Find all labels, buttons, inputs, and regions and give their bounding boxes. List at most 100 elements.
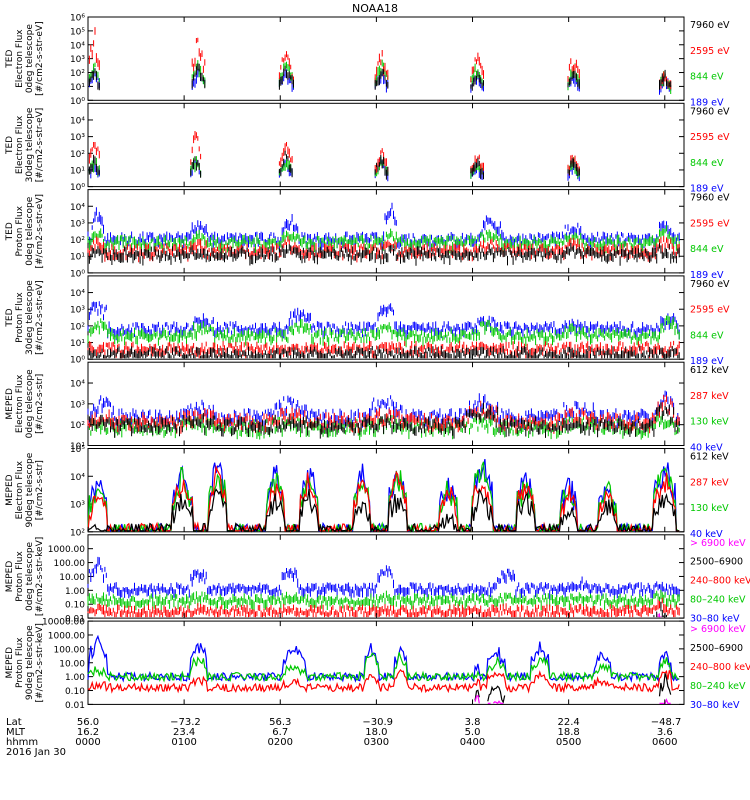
- panel-ted-proton-0deg: 10⁰ 10¹ 10² 10³ 10⁴ TED Proton Flux 0deg telesc…: [5, 189, 730, 281]
- y-axis-label: MEPED: [5, 647, 15, 679]
- y-tick-label: 10¹: [70, 83, 85, 93]
- footer-lat-value: −30.9: [362, 717, 394, 728]
- y-tick-label: 10³: [70, 219, 85, 229]
- y-axis-label: 0deg telescope: [25, 196, 35, 266]
- footer-hhmm-value: 0100: [171, 737, 197, 748]
- y-tick-label: 1000.00: [48, 545, 85, 555]
- y-tick-label: 10⁰: [70, 356, 85, 366]
- legend-entry: 80–240 keV: [690, 595, 746, 606]
- y-axis-label: Electron Flux: [15, 374, 25, 433]
- legend-entry: 2595 eV: [690, 46, 730, 57]
- footer-lat-value: 3.8: [464, 717, 481, 728]
- y-axis-label: Proton Flux: [15, 637, 25, 688]
- y-tick-label: 1.00: [65, 673, 85, 683]
- legend-entry: > 6900 keV: [690, 624, 746, 635]
- y-axis-label: Proton Flux: [15, 292, 25, 343]
- series-spikes: [88, 131, 580, 176]
- panel-frame: [87, 448, 685, 533]
- footer-hhmm-value: 0600: [652, 737, 678, 748]
- y-axis-label: Electron Flux: [15, 29, 25, 88]
- legend-entry: > 6900 keV: [690, 538, 746, 549]
- series-line: [87, 668, 680, 694]
- series-spikes: [87, 242, 680, 266]
- y-tick-label: 10²: [70, 322, 85, 332]
- series-spikes: [87, 597, 680, 618]
- y-tick-label: 10⁰: [70, 269, 85, 279]
- series-spikes: [476, 613, 662, 618]
- footer-label-mlt: MLT: [6, 727, 25, 738]
- series-spikes: [88, 59, 672, 94]
- y-tick-label: 10³: [70, 306, 85, 316]
- y-tick-label: 10²: [70, 528, 85, 538]
- y-tick-label: 10⁴: [70, 41, 85, 51]
- y-axis-label: 0deg telescope: [25, 369, 35, 439]
- series-spikes: [87, 590, 680, 612]
- series-spikes: [88, 63, 672, 91]
- y-axis-label: MEPED: [5, 561, 15, 593]
- footer-hhmm-value: 0000: [75, 737, 101, 748]
- y-axis-label: Proton Flux: [15, 550, 25, 601]
- y-axis-label: 90deg telescope: [25, 452, 35, 527]
- y-axis-label: [#/cm2-s-str-eV]: [35, 21, 45, 96]
- y-tick-label: 0.10: [65, 601, 85, 611]
- footer-lat-value: −48.7: [650, 717, 682, 728]
- y-tick-label: 10⁴: [70, 473, 85, 483]
- panel-meped-electron-0deg: 10¹ 10² 10³ 10⁴ MEPED Electron Flux 0deg teles…: [5, 361, 729, 454]
- legend-entry: 130 keV: [690, 417, 729, 428]
- y-tick-label: 10⁴: [70, 203, 85, 213]
- series-line: [87, 487, 680, 533]
- y-axis-label: 0deg telescope: [25, 541, 35, 611]
- legend-entry: 7960 eV: [690, 193, 730, 204]
- y-tick-label: 10³: [70, 501, 85, 511]
- y-tick-label: 10²: [70, 236, 85, 246]
- y-tick-label: 0.01: [65, 615, 85, 625]
- panel-frame: [87, 534, 685, 619]
- y-tick-label: 10⁰: [70, 97, 85, 107]
- y-axis-label: [#/cm2-s-str]: [35, 374, 45, 434]
- y-axis-label: 30deg telescope: [25, 280, 35, 355]
- y-axis-label: 0deg telescope: [25, 24, 35, 94]
- y-tick-label: 10⁵: [70, 27, 85, 37]
- legend-entry: 40 keV: [690, 529, 723, 540]
- footer-mlt-value: 23.4: [172, 727, 196, 738]
- legend-entry: 189 eV: [690, 184, 724, 195]
- panel-meped-proton-0deg: 0.01 0.10 1.00 10.00 100.00 1000.00 MEPED Proto…: [5, 534, 750, 625]
- y-axis-label: MEPED: [5, 388, 15, 420]
- legend-entry: 2500–6900: [690, 557, 743, 568]
- y-tick-label: 100.00: [54, 645, 86, 655]
- y-tick-label: 10⁶: [70, 14, 85, 24]
- footer-mlt-value: 5.0: [464, 727, 481, 738]
- series-spikes: [88, 27, 672, 90]
- series-spikes: [87, 301, 680, 341]
- y-tick-label: 10¹: [70, 339, 85, 349]
- legend-entry: 130 keV: [690, 503, 729, 514]
- y-tick-label: 10.00: [59, 573, 85, 583]
- legend-entry: 30–80 keV: [690, 700, 740, 711]
- footer-mlt-value: 6.7: [272, 727, 289, 738]
- legend-entry: 7960 eV: [690, 20, 730, 31]
- series-spikes: [87, 345, 680, 359]
- y-axis-label: 90deg telescope: [25, 625, 35, 700]
- y-tick-label: 10⁴: [70, 116, 85, 126]
- footer-label-lat: Lat: [6, 717, 22, 728]
- y-tick-label: 0.01: [65, 701, 85, 711]
- series-spikes: [88, 156, 580, 179]
- legend-entry: 189 eV: [690, 97, 724, 108]
- footer-lat-value: 56.3: [269, 717, 292, 728]
- y-axis-label: [#/cm2-s-str-eV]: [35, 194, 45, 269]
- y-tick-label: 10000.00: [42, 618, 85, 628]
- y-tick-label: 10¹: [70, 253, 85, 263]
- series-line: [87, 464, 680, 534]
- legend-entry: 30–80 keV: [690, 614, 740, 625]
- y-axis-label: TED: [5, 308, 15, 327]
- series-line: [87, 461, 680, 534]
- y-tick-label: 10⁵: [70, 445, 85, 455]
- footer-lat-value: 22.4: [557, 717, 580, 728]
- panel-frame: [87, 275, 685, 360]
- legend-entry: 80–240 keV: [690, 681, 746, 692]
- y-tick-label: 1.00: [65, 587, 85, 597]
- footer-lat-value: 56.0: [76, 717, 100, 728]
- legend-entry: 287 keV: [690, 477, 729, 488]
- footer-label-date: 2016 Jan 30: [6, 747, 66, 758]
